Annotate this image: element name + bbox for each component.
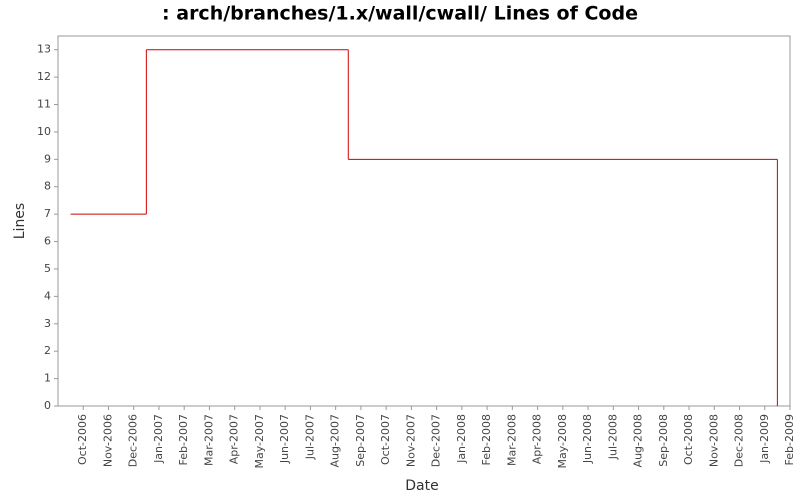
y-tick-label: 13 (37, 43, 51, 56)
x-tick-label: May-2008 (556, 414, 569, 469)
x-tick-label: Oct-2007 (379, 414, 392, 465)
x-tick-label: Sep-2007 (354, 414, 367, 467)
x-tick-label: Apr-2008 (531, 414, 544, 464)
x-tick-label: Jan-2007 (152, 414, 165, 464)
x-tick-label: Sep-2008 (657, 414, 670, 467)
y-axis-label: Lines (12, 203, 28, 239)
x-tick-label: Nov-2007 (404, 414, 417, 467)
x-tick-label: Aug-2007 (329, 414, 342, 467)
x-tick-label: Nov-2008 (707, 414, 720, 467)
x-tick-label: Dec-2008 (733, 414, 746, 467)
x-tick-label: Feb-2009 (783, 414, 796, 465)
x-tick-label: Feb-2008 (480, 414, 493, 465)
x-tick-label: May-2007 (253, 414, 266, 469)
x-tick-label: Jul-2008 (606, 414, 619, 460)
x-tick-label: Dec-2006 (127, 414, 140, 467)
y-tick-label: 10 (37, 125, 51, 138)
y-tick-label: 12 (37, 70, 51, 83)
y-tick-label: 7 (44, 207, 51, 220)
x-tick-label: Feb-2007 (177, 414, 190, 465)
y-tick-label: 5 (44, 262, 51, 275)
x-tick-label: Jan-2008 (455, 414, 468, 464)
x-tick-label: Oct-2006 (76, 414, 89, 465)
x-tick-label: Mar-2007 (202, 414, 215, 466)
y-tick-label: 3 (44, 317, 51, 330)
x-axis-label: Date (405, 478, 438, 494)
x-tick-label: Oct-2008 (682, 414, 695, 465)
x-tick-label: Apr-2007 (228, 414, 241, 464)
y-tick-label: 6 (44, 235, 51, 248)
chart-title: : arch/branches/1.x/wall/cwall/ Lines of… (162, 3, 638, 25)
x-tick-label: Jul-2007 (303, 414, 316, 460)
y-tick-label: 4 (44, 289, 51, 302)
y-tick-label: 2 (44, 344, 51, 357)
x-tick-label: Nov-2006 (101, 414, 114, 467)
y-tick-label: 1 (44, 372, 51, 385)
y-tick-label: 11 (37, 98, 51, 111)
x-tick-label: Jun-2008 (581, 414, 594, 464)
y-tick-label: 9 (44, 152, 51, 165)
x-tick-label: Mar-2008 (505, 414, 518, 466)
y-tick-label: 8 (44, 180, 51, 193)
x-tick-label: Aug-2008 (632, 414, 645, 467)
x-tick-label: Dec-2007 (430, 414, 443, 467)
plot-area (57, 35, 791, 407)
x-tick-label: Jan-2009 (758, 414, 771, 464)
y-tick-label: 0 (44, 399, 51, 412)
x-tick-label: Jun-2007 (278, 414, 291, 464)
